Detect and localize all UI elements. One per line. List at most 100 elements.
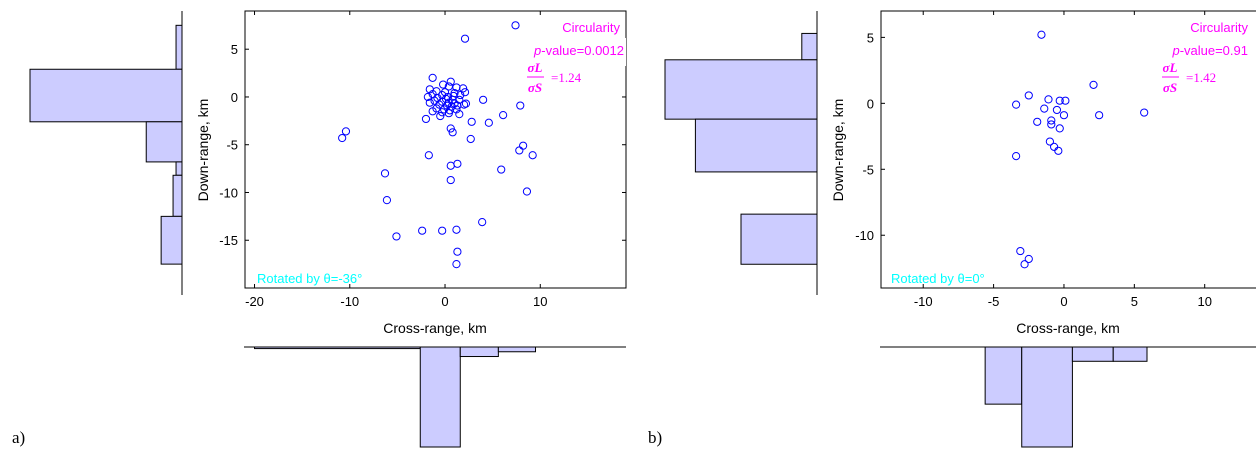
panel-a-cross-range-histogram: [244, 346, 626, 448]
panel-a-x-tick-label: -10: [340, 294, 359, 309]
panel-b-data-point: [1040, 104, 1049, 113]
panel-b-data-point: [1047, 120, 1056, 129]
panel-a-data-point: [392, 232, 401, 241]
panel-a-data-point: [338, 133, 347, 143]
panel-b-x-tick-label: -5: [988, 294, 1000, 309]
panel-b-cross-range-bin: [1071, 346, 1114, 362]
panel-b-data-point: [1012, 151, 1021, 161]
panel-b-circularity-annotation: Circularity p-value=0.91 σL σS =1.42: [1162, 20, 1248, 95]
panel-a-data-point: [528, 151, 537, 160]
panel-a-y-tick-label: 0: [231, 90, 238, 105]
panel-a-data-point: [499, 111, 508, 120]
panel-a-data-point: [459, 84, 468, 93]
panel-b-label: b): [648, 428, 662, 447]
panel-b-x-tick-label: 0: [1060, 294, 1067, 309]
panel-a-x-tick-label: 10: [533, 294, 547, 309]
panel-b-y-tick-label: 0: [867, 96, 874, 111]
panel-b-rotation-prefix: Rotated by θ=: [891, 271, 972, 286]
panel-a-label: a): [12, 428, 25, 447]
panel-b-data-point: [1020, 260, 1029, 269]
panel-a: a) -20 -10 0 10 5 0 -5 -10 -15 Cross-range, km D…: [12, 10, 627, 448]
panel-a-p-value-number: -value=0.0012: [541, 43, 624, 58]
panel-b-data-point: [1061, 96, 1070, 105]
panel-b-x-tick-label: 10: [1197, 294, 1211, 309]
panel-b-data-point: [1052, 105, 1062, 115]
panel-a-down-range-bin: [172, 174, 183, 217]
panel-a-x-axis-label: Cross-range, km: [383, 320, 486, 336]
panel-a-data-point: [444, 109, 453, 118]
panel-a-data-point: [484, 118, 493, 127]
panel-a-data-point: [511, 21, 520, 30]
panel-b-data-point: [1089, 80, 1098, 89]
panel-b-data-point: [1055, 96, 1064, 105]
panel-b-ticks: -10 -5 0 5 10 5 0 -5 -10: [855, 11, 1212, 309]
panel-b-ratio-denominator: σS: [1163, 80, 1177, 95]
panel-b-data-point: [1037, 30, 1046, 39]
panel-a-ratio-denominator: σS: [528, 80, 542, 95]
panel-a-data-point: [519, 141, 528, 150]
panel-b-cross-range-histogram: [880, 346, 1256, 448]
panel-b-down-range-bin: [740, 213, 818, 265]
panel-a-data-point: [460, 88, 470, 97]
panel-b-ratio-value: =1.42: [1186, 70, 1216, 85]
panel-a-down-range-bin: [175, 161, 183, 176]
panel-a-data-point: [423, 92, 432, 102]
panel-a-data-point: [497, 165, 506, 174]
panel-a-down-range-bin: [145, 121, 183, 163]
panel-b-y-axis-label: Down-range, km: [830, 99, 846, 202]
panel-a-data-point: [478, 217, 487, 227]
panel-a-data-point: [448, 128, 457, 137]
panel-a-data-point: [425, 98, 434, 107]
panel-b-p-value-number: -value=0.91: [1180, 43, 1248, 58]
panel-a-y-tick-label: -15: [219, 233, 238, 248]
panel-a-data-point: [418, 226, 427, 235]
panel-a-cross-range-bin: [419, 346, 461, 448]
panel-b-cross-range-bin: [984, 346, 1023, 405]
panel-b-y-tick-label: -5: [862, 162, 874, 177]
panel-a-down-range-bin: [29, 68, 183, 123]
panel-b-cross-range-bin: [1021, 346, 1073, 448]
panel-a-data-point: [380, 169, 390, 178]
panel-a-x-tick-label: 0: [441, 294, 448, 309]
panel-a-data-point: [438, 226, 447, 235]
panel-a-data-point: [424, 151, 433, 160]
panel-b-rotation-label: Rotated by θ=0°: [891, 271, 985, 286]
panel-b-data-point: [1024, 254, 1033, 264]
panel-a-down-range-bin: [160, 215, 183, 265]
panel-b-x-tick-label: -10: [914, 294, 933, 309]
panel-a-data-point: [452, 260, 461, 269]
panel-b-data-point: [1016, 246, 1025, 256]
panel-b-data-point: [1047, 116, 1056, 125]
panel-b-data-point: [1024, 91, 1033, 100]
panel-a-rotation-value: -36°: [338, 271, 362, 286]
panel-a-data-point: [460, 34, 470, 43]
panel-b-data-point: [1140, 108, 1149, 117]
panel-b-p-letter: p: [1171, 43, 1179, 58]
panel-b-circularity-title: Circularity: [1190, 20, 1248, 35]
panel-a-data-point: [428, 107, 437, 116]
panel-a-rotation-prefix: Rotated by θ=: [257, 271, 338, 286]
panel-b-y-tick-label: -10: [855, 228, 874, 243]
panel-b-data-point: [1095, 111, 1104, 120]
panel-b-data-point: [1054, 146, 1063, 155]
panel-a-data-point: [516, 101, 525, 110]
panel-b-y-tick-label: 5: [867, 30, 874, 45]
panel-a-data-point: [443, 92, 452, 102]
panel-b-data-point: [1033, 117, 1042, 126]
panel-b-x-axis-label: Cross-range, km: [1016, 320, 1119, 336]
panel-a-data-point: [428, 73, 437, 82]
panel-b-points: [1012, 30, 1149, 269]
panel-a-data-point: [452, 225, 461, 234]
panel-b-data-point: [1044, 95, 1053, 104]
panel-a-y-tick-label: -5: [226, 138, 238, 153]
panel-b-data-point: [1055, 124, 1064, 133]
panel-b-rotation-value: 0°: [972, 271, 984, 286]
panel-b-data-point: [1045, 137, 1054, 146]
panel-b: b) -10 -5 0 5 10 5 0 -5 -10 Cross-range, km Down…: [648, 10, 1256, 448]
panel-b-down-range-bin: [694, 118, 818, 173]
panel-a-data-point: [455, 110, 464, 119]
panel-a-x-tick-label: -20: [245, 294, 264, 309]
panel-a-y-tick-label: -10: [219, 185, 238, 200]
panel-a-data-point: [446, 124, 455, 133]
panel-b-down-range-bin: [801, 32, 818, 61]
